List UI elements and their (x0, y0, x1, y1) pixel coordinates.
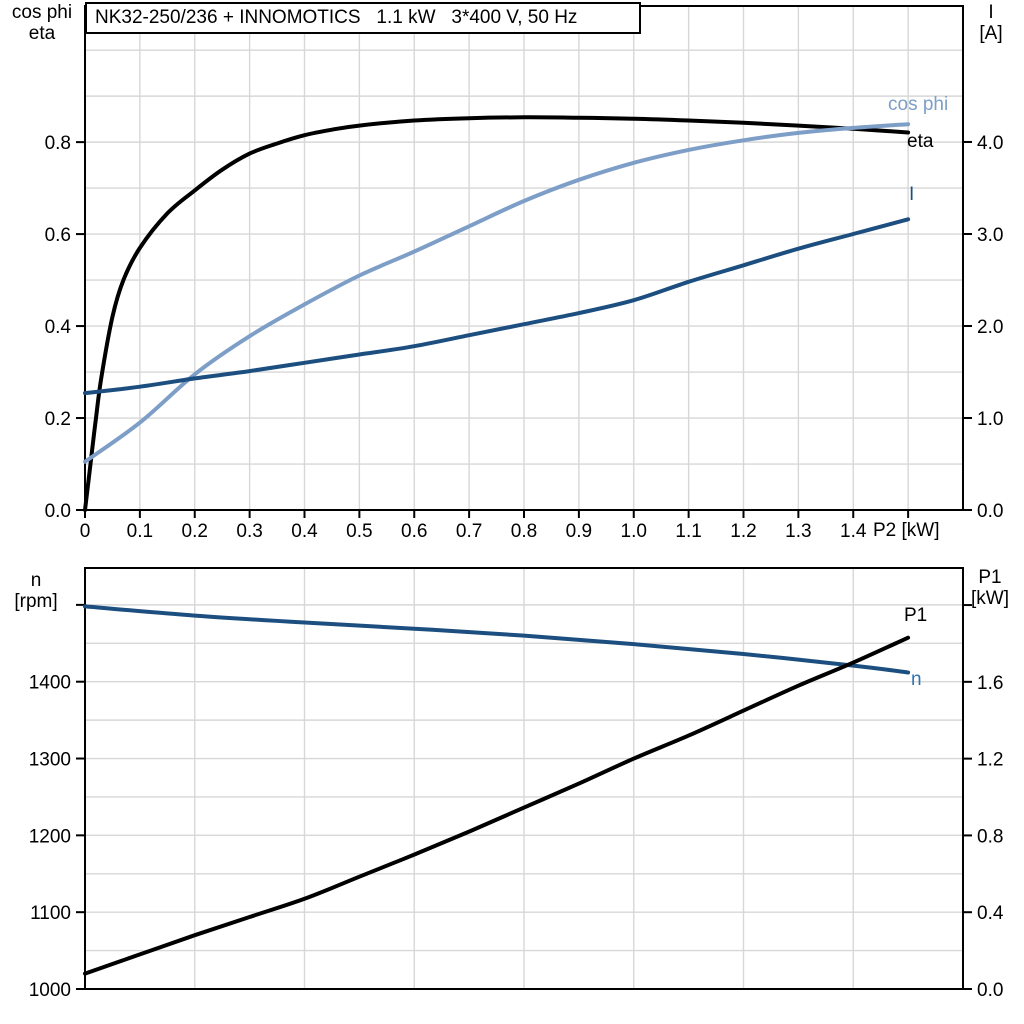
y-left-tick-label: 1300 (29, 750, 71, 771)
x-tick-label: 1.0 (621, 521, 647, 542)
x-tick-label: 0.7 (456, 521, 482, 542)
y-right-tick-label: 0.8 (977, 826, 1003, 847)
y-right-tick-label: 0.0 (977, 501, 1003, 522)
p1-axis-unit: [kW] (971, 588, 1009, 609)
x-tick-label: 0.3 (236, 521, 262, 542)
efficiency-chart-ticks (76, 140, 972, 518)
y-left-tick-label: 0.8 (45, 133, 71, 154)
p1-curve-label: P1 (904, 605, 928, 626)
y-left-tick-label: 0.4 (45, 317, 72, 338)
current-curve-label: I (909, 184, 915, 205)
current-axis-unit: [A] (979, 23, 1003, 44)
x-tick-label: 0 (80, 521, 91, 542)
efficiency-chart-grid (85, 6, 963, 510)
y-right-tick-label: 4.0 (977, 133, 1003, 154)
speed-power-chart-ticks (76, 603, 972, 990)
speed-power-chart-frame (84, 567, 964, 990)
y-left-tick-label: 0.2 (45, 409, 71, 430)
x-tick-label: 1.1 (675, 521, 701, 542)
top-left-axis-label: cos phi eta (2, 2, 82, 44)
eta-curve-label: eta (907, 131, 934, 152)
chart-title-box: NK32-250/236 + INNOMOTICS 1.1 kW 3*400 V… (85, 2, 641, 34)
y-right-tick-label: 0.4 (977, 903, 1004, 924)
cos-phi-axis-label: cos phi (11, 2, 73, 23)
efficiency-chart-tick-labels: 0.0 0.2 0.4 0.6 0.8 0.0 1.0 2.0 3.0 4.0 0 0.1 0.2 0.3… (45, 133, 1004, 542)
y-right-tick-label: 1.2 (977, 750, 1003, 771)
speed-power-chart-tick-labels: 1000 1100 1200 1300 1400 0.0 0.4 0.8 1.2 1.6 (29, 673, 1004, 1001)
P1-curve (83, 635, 911, 976)
y-left-tick-label: 0.0 (45, 501, 71, 522)
y-right-tick-label: 1.0 (977, 409, 1003, 430)
x-tick-label: 1.3 (785, 521, 811, 542)
top-right-axis-label: I [A] (960, 2, 1022, 44)
x-tick-label: 0.8 (511, 521, 537, 542)
y-left-tick-label: 0.6 (45, 225, 71, 246)
eta-axis-label: eta (28, 23, 56, 44)
bottom-right-axis-label: P1 [kW] (958, 567, 1022, 609)
x-tick-label: 0.1 (127, 521, 153, 542)
speed-power-chart: 1000 1100 1200 1300 1400 0.0 0.4 0.8 1.2 1.6 (29, 567, 1004, 1001)
x-tick-label: 0.5 (346, 521, 372, 542)
I-curve (83, 217, 911, 396)
x-tick-label: 1.2 (730, 521, 756, 542)
x-tick-label: 0.4 (291, 521, 318, 542)
x-tick-label: 0.9 (566, 521, 592, 542)
efficiency-chart: 0.0 0.2 0.4 0.6 0.8 0.0 1.0 2.0 3.0 4.0 0 0.1 0.2 0.3… (45, 5, 1004, 542)
speed-axis-unit: [rpm] (14, 591, 58, 612)
cos-phi-curve-label: cos phi (888, 94, 949, 115)
bottom-left-axis-label: n [rpm] (0, 570, 72, 612)
speed-power-chart-grid (85, 568, 963, 989)
n-curve-label: n (911, 669, 922, 690)
y-left-tick-label: 1200 (29, 826, 71, 847)
y-right-tick-label: 0.0 (977, 980, 1003, 1001)
y-right-tick-label: 1.6 (977, 673, 1003, 694)
eta-curve (83, 115, 911, 512)
x-tick-label: 1.4 (840, 521, 867, 542)
x-tick-label: 0.6 (401, 521, 427, 542)
chart-title: NK32-250/236 + INNOMOTICS 1.1 kW 3*400 V… (95, 7, 578, 28)
y-left-tick-label: 1400 (29, 673, 71, 694)
speed-axis-label: n (30, 570, 42, 591)
current-axis-label: I (988, 2, 994, 23)
x-tick-label: 0.2 (182, 521, 208, 542)
x-axis-unit-label: P2 [kW] (873, 520, 940, 541)
y-left-tick-label: 1100 (30, 903, 71, 924)
p1-axis-label: P1 (978, 567, 1002, 588)
y-left-tick-label: 1000 (29, 980, 71, 1001)
y-right-tick-label: 3.0 (977, 225, 1003, 246)
n-curve (83, 604, 911, 675)
y-right-tick-label: 2.0 (977, 317, 1003, 338)
cos_phi-curve (83, 122, 911, 464)
